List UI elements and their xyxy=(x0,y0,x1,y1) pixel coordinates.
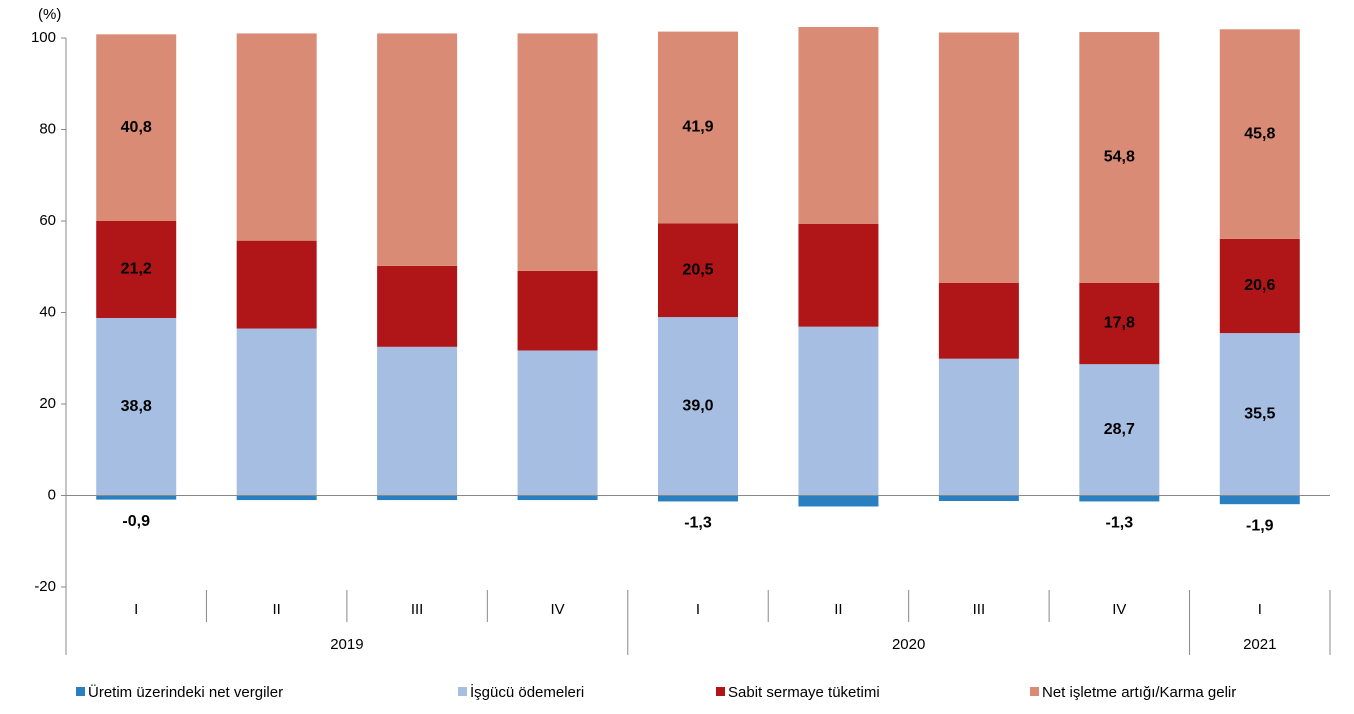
bar-segment xyxy=(1079,282,1160,365)
value-label: 54,8 xyxy=(1104,149,1135,166)
bar-segment xyxy=(236,33,317,241)
value-label: 20,6 xyxy=(1244,277,1275,294)
bar-segment xyxy=(938,282,1019,359)
y-unit: (%) xyxy=(38,6,61,23)
x-tick-label: I xyxy=(1258,601,1262,618)
bar-segment xyxy=(1079,32,1160,283)
bar-segment xyxy=(96,34,177,222)
bar-segment xyxy=(517,350,598,496)
bar-segment xyxy=(938,32,1019,283)
bar-segment xyxy=(1079,364,1160,496)
value-label: 17,8 xyxy=(1104,315,1135,332)
value-label: 35,5 xyxy=(1244,406,1275,423)
bar-segment xyxy=(658,31,738,224)
y-tick-label: 20 xyxy=(39,395,56,412)
bar-segment xyxy=(658,495,738,502)
value-label: -0,9 xyxy=(122,513,150,530)
bar-segment xyxy=(1079,495,1160,502)
bar-segment xyxy=(1219,238,1300,334)
value-label: 20,5 xyxy=(682,261,713,278)
x-tick-label: II xyxy=(272,601,280,618)
bar-segment xyxy=(658,317,738,496)
x-tick-label: III xyxy=(411,601,424,618)
bar-segment xyxy=(798,495,879,507)
value-label: 38,8 xyxy=(121,398,152,415)
year-label: 2020 xyxy=(892,636,925,653)
legend-swatch xyxy=(1030,687,1039,696)
value-label: 28,7 xyxy=(1104,421,1135,438)
bar-segment xyxy=(96,495,177,500)
value-label: -1,3 xyxy=(1106,515,1134,532)
bar-segment xyxy=(1219,495,1300,505)
x-tick-label: I xyxy=(134,601,138,618)
y-tick-label: 40 xyxy=(39,303,56,320)
bar-segment xyxy=(377,346,458,496)
y-tick-label: -20 xyxy=(34,578,56,595)
y-tick-label: 100 xyxy=(31,29,56,46)
bar-segment xyxy=(517,495,598,501)
bar-segment xyxy=(938,495,1019,501)
legend-label: Sabit sermaye tüketimi xyxy=(728,684,880,701)
x-tick-label: II xyxy=(834,601,842,618)
bar-segment xyxy=(96,221,177,318)
legend-swatch xyxy=(716,687,725,696)
value-label: 39,0 xyxy=(682,398,713,415)
y-tick-label: 60 xyxy=(39,212,56,229)
legend-label: İşgücü ödemeleri xyxy=(470,683,584,701)
legend-label: Net işletme artığı/Karma gelir xyxy=(1042,684,1236,701)
value-label: 41,9 xyxy=(682,119,713,136)
bar-segment xyxy=(1219,333,1300,496)
bar-segment xyxy=(236,328,317,496)
bar-segment xyxy=(517,270,598,351)
bar-segment xyxy=(96,317,177,496)
year-label: 2019 xyxy=(330,636,363,653)
value-label: 45,8 xyxy=(1244,125,1275,142)
bar-segment xyxy=(377,33,458,266)
bar-segment xyxy=(517,33,598,271)
year-label: 2021 xyxy=(1243,636,1276,653)
bar-segment xyxy=(377,495,458,501)
bar-segment xyxy=(798,223,879,327)
x-tick-label: I xyxy=(696,601,700,618)
bar-segment xyxy=(938,358,1019,496)
bar-segment xyxy=(658,223,738,318)
bar-segment xyxy=(1219,29,1300,239)
value-label: -1,3 xyxy=(684,515,712,532)
x-tick-label: III xyxy=(973,601,986,618)
x-tick-label: IV xyxy=(550,601,564,618)
bar-segment xyxy=(236,495,317,501)
legend-swatch xyxy=(458,687,467,696)
y-tick-label: 80 xyxy=(39,120,56,137)
legend-swatch xyxy=(76,687,85,696)
bar-segment xyxy=(798,27,879,224)
x-tick-label: IV xyxy=(1112,601,1126,618)
legend-label: Üretim üzerindeki net vergiler xyxy=(88,683,283,701)
y-tick-label: 0 xyxy=(48,486,56,503)
bar-segment xyxy=(236,240,317,329)
bar-segment xyxy=(798,326,879,496)
value-label: 40,8 xyxy=(121,119,152,136)
value-label: 21,2 xyxy=(121,261,152,278)
value-label: -1,9 xyxy=(1246,517,1274,534)
bar-segment xyxy=(377,265,458,347)
